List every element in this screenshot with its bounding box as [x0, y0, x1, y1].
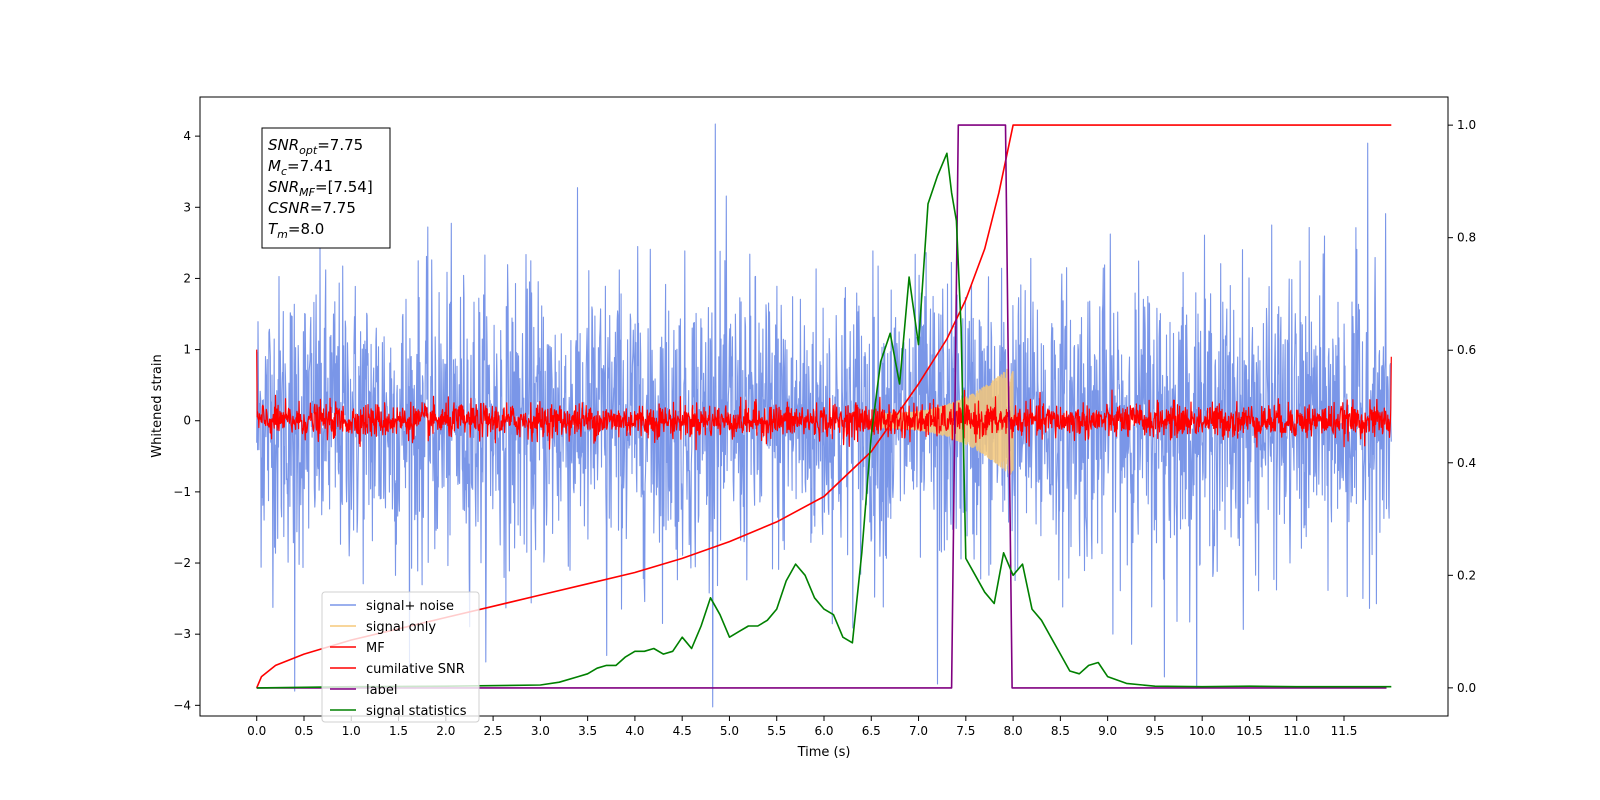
y-tick-label: 2: [183, 271, 191, 285]
y-tick-label: 3: [183, 200, 191, 214]
annotation-line: SNRMF=[7.54]: [268, 178, 373, 199]
annotation-line: CSNR=7.75: [268, 199, 356, 217]
x-tick-label: 9.0: [1098, 724, 1117, 738]
x-tick-label: 5.5: [767, 724, 786, 738]
x-tick-label: 10.5: [1236, 724, 1263, 738]
x-tick-label: 1.5: [389, 724, 408, 738]
x-axis-label: Time (s): [797, 745, 851, 760]
x-tick-label: 10.0: [1189, 724, 1216, 738]
x-tick-label: 6.0: [814, 724, 833, 738]
y-tick-label: −2: [173, 556, 191, 570]
x-tick-label: 4.5: [673, 724, 692, 738]
x-tick-label: 0.0: [247, 724, 266, 738]
x-tick-label: 6.5: [862, 724, 881, 738]
annotation-line: SNRopt=7.75: [268, 136, 363, 157]
legend: signal+ noise signal only MF cumilative SNR…: [321, 591, 480, 723]
legend-entry: signal statistics: [366, 704, 467, 719]
x-tick-label: 11.5: [1331, 724, 1358, 738]
annotation-line: Tm=8.0: [268, 220, 324, 241]
x-tick-label: 7.5: [956, 724, 975, 738]
y-axis-label: Whitened strain: [150, 354, 165, 457]
x-axis: 0.0 0.5 1.0 1.5 2.0 2.5 3.0 3.5 4.0 4.5 5.0 5.5 6.0 6…: [247, 716, 1357, 738]
y-axis-left: −4 −3 −2 −1 0 1 2 3 4: [173, 129, 200, 712]
x-tick-label: 4.0: [625, 724, 644, 738]
y-axis-right: 0.0 0.2 0.4 0.6 0.8 1.0: [1448, 118, 1476, 695]
series-label: [256, 124, 1387, 689]
x-tick-label: 3.0: [531, 724, 550, 738]
y2-tick-label: 1.0: [1457, 118, 1476, 132]
y2-tick-label: 0.8: [1457, 231, 1476, 245]
legend-entry: label: [366, 683, 397, 698]
y2-tick-label: 0.2: [1457, 568, 1476, 582]
x-tick-label: 3.5: [578, 724, 597, 738]
x-tick-label: 1.0: [342, 724, 361, 738]
x-tick-label: 8.0: [1004, 724, 1023, 738]
x-tick-label: 11.0: [1283, 724, 1310, 738]
legend-entry: cumilative SNR: [366, 662, 465, 677]
x-tick-label: 8.5: [1051, 724, 1070, 738]
y2-tick-label: 0.0: [1457, 681, 1476, 695]
y-tick-label: −1: [173, 485, 191, 499]
x-tick-label: 2.0: [436, 724, 455, 738]
x-tick-label: 0.5: [294, 724, 313, 738]
y2-tick-label: 0.4: [1457, 456, 1476, 470]
y-tick-label: 4: [183, 129, 191, 143]
legend-entry: signal+ noise: [366, 599, 454, 614]
legend-frame: [321, 591, 480, 723]
x-tick-label: 5.0: [720, 724, 739, 738]
annotation-line: Mc=7.41: [268, 157, 333, 178]
y2-tick-label: 0.6: [1457, 343, 1476, 357]
y-tick-label: −4: [173, 698, 191, 712]
annotation-frame: [261, 127, 391, 249]
series-mf: [256, 349, 1392, 451]
legend-entry: signal only: [366, 620, 436, 635]
y-tick-label: 1: [183, 343, 191, 357]
x-tick-label: 9.5: [1145, 724, 1164, 738]
series-signal-statistics: [256, 152, 1392, 689]
y-tick-label: 0: [183, 414, 191, 428]
legend-entry: MF: [366, 641, 385, 656]
series-signal-noise: [256, 123, 1392, 708]
x-tick-label: 2.5: [484, 724, 503, 738]
x-tick-label: 7.0: [909, 724, 928, 738]
y-tick-label: −3: [173, 627, 191, 641]
